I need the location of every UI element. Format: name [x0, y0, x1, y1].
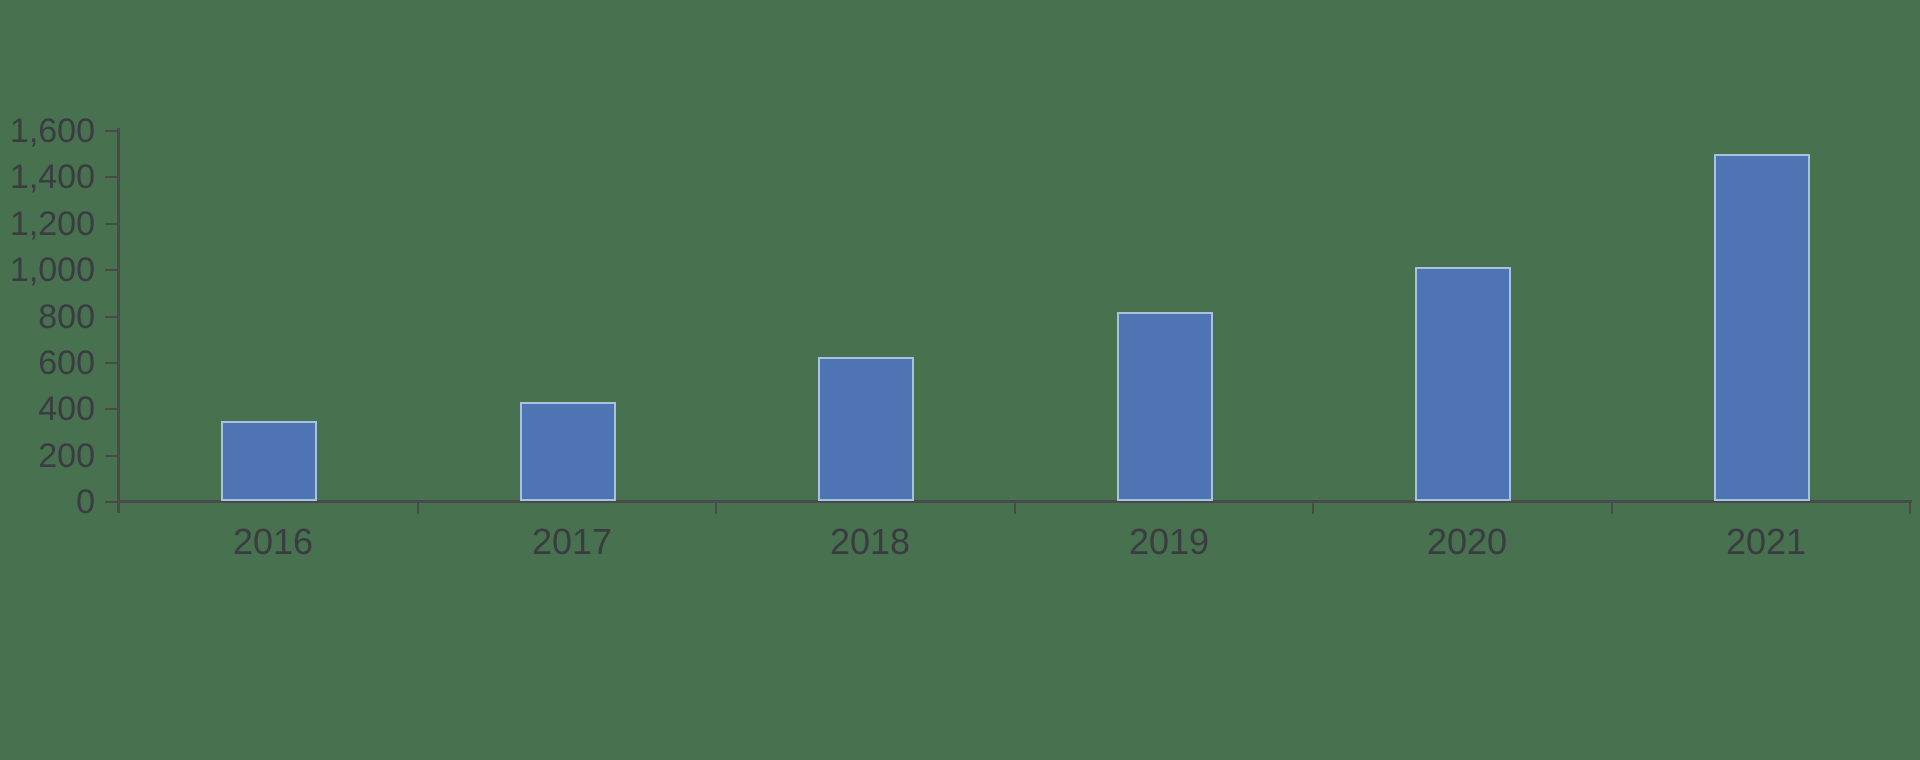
bar-2016 [221, 421, 317, 501]
y-axis-tick [105, 362, 117, 364]
y-axis-label: 1,400 [9, 158, 95, 196]
y-axis-label: 600 [38, 344, 95, 382]
x-axis-tick [417, 503, 419, 514]
x-axis-label: 2019 [1128, 521, 1210, 562]
x-axis-tick [1312, 503, 1314, 514]
x-axis-tick [1909, 503, 1911, 514]
x-axis-label: 2021 [1725, 521, 1807, 562]
bar-2021 [1714, 154, 1810, 501]
y-axis-label: 1,600 [9, 112, 95, 150]
x-axis-label: 2017 [531, 521, 613, 562]
y-axis-label: 1,000 [9, 251, 95, 289]
y-axis-tick [105, 130, 117, 132]
y-axis-label: 200 [38, 437, 95, 475]
y-axis-tick [105, 269, 117, 271]
y-axis-label: 1,200 [9, 205, 95, 243]
x-axis-tick [1611, 503, 1613, 514]
y-axis-tick [105, 223, 117, 225]
x-axis-line [117, 500, 1912, 503]
y-axis-label: 0 [76, 483, 95, 521]
y-axis-tick [105, 176, 117, 178]
bar-2017 [520, 402, 616, 501]
y-axis-line [117, 128, 120, 513]
x-axis-tick [1014, 503, 1016, 514]
y-axis-label: 800 [38, 298, 95, 336]
y-axis-tick [105, 501, 117, 503]
x-axis-label: 2020 [1426, 521, 1508, 562]
y-axis-tick [105, 408, 117, 410]
y-axis-tick [105, 316, 117, 318]
x-axis-tick [715, 503, 717, 514]
bar-2019 [1117, 312, 1213, 501]
y-axis-label: 400 [38, 390, 95, 428]
y-axis-tick [105, 455, 117, 457]
x-axis-label: 2016 [232, 521, 314, 562]
bar-2020 [1415, 267, 1511, 501]
bar-2018 [818, 357, 914, 501]
x-axis-label: 2018 [829, 521, 911, 562]
